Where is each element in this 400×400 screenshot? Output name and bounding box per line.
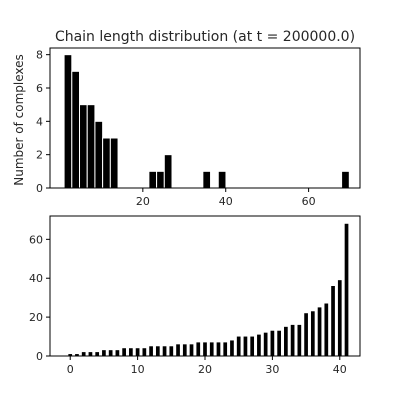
sorted-length-bar xyxy=(277,330,281,356)
sorted-length-bar xyxy=(149,346,153,356)
histogram-bar xyxy=(202,170,212,189)
histogram-frame xyxy=(49,47,361,189)
sorted-lengths-x-tick-label: 30 xyxy=(265,363,279,376)
histogram-y-axis-label: Number of complexes xyxy=(12,54,26,186)
sorted-length-bar xyxy=(317,307,322,356)
histogram-y-tick-label: 2 xyxy=(36,149,43,162)
histogram-bar xyxy=(109,137,119,189)
histogram-bar xyxy=(79,104,88,189)
histogram-y-tick-label: 4 xyxy=(36,115,43,128)
sorted-length-bar xyxy=(108,350,113,356)
histogram-bar xyxy=(341,170,350,189)
histogram-x-tick-label: 60 xyxy=(302,195,316,208)
histogram-x-tick-label: 20 xyxy=(136,195,150,208)
sorted-length-bar xyxy=(324,303,329,356)
sorted-length-bar xyxy=(135,348,140,356)
histogram-bar xyxy=(148,170,158,189)
sorted-length-bar xyxy=(270,330,275,356)
sorted-lengths-y-tick-label: 0 xyxy=(36,350,43,363)
histogram-title: Chain length distribution (at t = 200000… xyxy=(55,29,355,45)
sorted-lengths-x-tick-label: 0 xyxy=(67,363,74,376)
sorted-length-bar xyxy=(155,346,160,356)
sorted-length-bar xyxy=(284,326,288,356)
sorted-length-bar xyxy=(304,313,308,356)
sorted-length-bar xyxy=(297,324,302,356)
histogram-bar xyxy=(86,104,96,189)
sorted-length-bar xyxy=(203,342,207,356)
sorted-length-bar xyxy=(122,348,126,356)
histogram-bar xyxy=(94,120,104,189)
sorted-length-bar xyxy=(162,346,167,356)
sorted-lengths-y-tick-label: 60 xyxy=(29,233,43,246)
sorted-length-bar xyxy=(95,352,100,356)
sorted-length-bar xyxy=(129,348,133,356)
sorted-length-bar xyxy=(75,354,79,356)
histogram-bars xyxy=(63,54,350,189)
sorted-length-bar xyxy=(331,286,335,356)
sorted-length-bar xyxy=(81,352,86,356)
sorted-lengths-plot: 0 10 20 30 40 0 20 40 60 xyxy=(29,215,361,376)
histogram-bar xyxy=(156,170,165,189)
sorted-length-bar xyxy=(182,344,187,356)
histogram-y-tick-label: 6 xyxy=(36,82,43,95)
sorted-length-bar xyxy=(216,342,221,356)
sorted-length-bar xyxy=(223,342,228,356)
sorted-length-bar xyxy=(263,332,268,356)
histogram-y-tick-label: 8 xyxy=(36,49,43,62)
sorted-lengths-x-tick-label: 40 xyxy=(333,363,347,376)
sorted-length-bar xyxy=(142,348,147,356)
sorted-length-bar xyxy=(290,324,295,356)
sorted-length-bar xyxy=(250,336,255,356)
sorted-length-bar xyxy=(88,352,93,356)
histogram-bar xyxy=(71,70,81,189)
sorted-lengths-y-tick-label: 20 xyxy=(29,311,43,324)
sorted-length-bar xyxy=(176,344,180,356)
sorted-length-bar xyxy=(196,342,201,356)
sorted-length-bar xyxy=(115,350,120,356)
sorted-lengths-x-tick-label: 10 xyxy=(131,363,145,376)
histogram-bar xyxy=(63,54,73,189)
sorted-lengths-x-tick-label: 20 xyxy=(198,363,212,376)
sorted-length-bar xyxy=(344,223,349,356)
sorted-length-bar xyxy=(209,342,214,356)
sorted-length-bar xyxy=(236,336,241,356)
sorted-length-bar xyxy=(169,346,174,356)
sorted-lengths-bars xyxy=(68,223,349,356)
sorted-length-bar xyxy=(310,311,315,356)
sorted-lengths-y-tick-label: 40 xyxy=(29,272,43,285)
sorted-length-bar xyxy=(189,344,194,356)
sorted-length-bar xyxy=(230,340,234,356)
histogram-plot: 20 40 60 0 2 4 6 8 xyxy=(36,47,361,208)
histogram-bar xyxy=(102,137,111,189)
histogram-y-tick-label: 0 xyxy=(36,182,43,195)
histogram-bar xyxy=(217,170,227,189)
histogram-bar xyxy=(163,154,173,189)
sorted-length-bar xyxy=(337,280,342,356)
sorted-length-bar xyxy=(243,336,248,356)
sorted-length-bar xyxy=(102,350,106,356)
histogram-x-tick-label: 40 xyxy=(219,195,233,208)
sorted-length-bar xyxy=(257,334,261,356)
sorted-length-bar xyxy=(68,354,73,356)
